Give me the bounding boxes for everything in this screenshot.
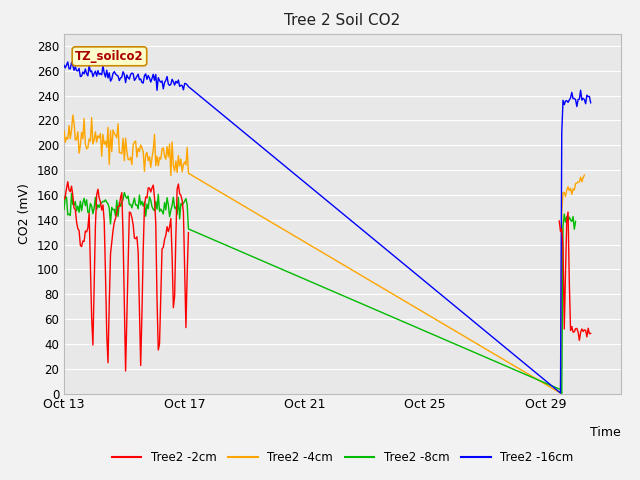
Text: TZ_soilco2: TZ_soilco2	[75, 50, 144, 63]
Legend: Tree2 -2cm, Tree2 -4cm, Tree2 -8cm, Tree2 -16cm: Tree2 -2cm, Tree2 -4cm, Tree2 -8cm, Tree…	[107, 446, 578, 469]
Y-axis label: CO2 (mV): CO2 (mV)	[18, 183, 31, 244]
Title: Tree 2 Soil CO2: Tree 2 Soil CO2	[284, 13, 401, 28]
Text: Time: Time	[590, 426, 621, 439]
